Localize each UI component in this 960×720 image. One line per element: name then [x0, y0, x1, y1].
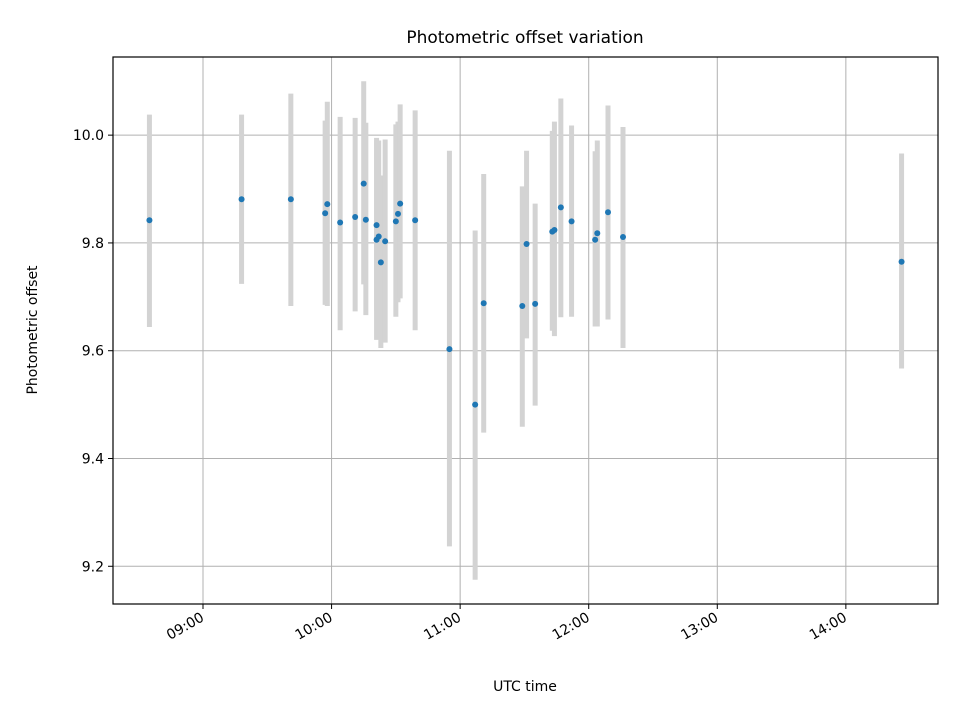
data-point [352, 214, 359, 221]
data-point [360, 180, 367, 187]
y-tick-label: 9.2 [82, 559, 104, 575]
data-point [375, 233, 382, 240]
data-point [337, 219, 344, 226]
x-axis-label: UTC time [493, 679, 557, 695]
data-point [532, 300, 539, 307]
data-point [382, 238, 389, 245]
data-point [568, 218, 575, 225]
data-points [146, 180, 905, 408]
grid [113, 57, 938, 604]
data-point [324, 201, 331, 208]
data-point [412, 217, 419, 224]
y-tick-label: 9.6 [82, 344, 104, 360]
data-point [238, 196, 245, 203]
data-point [519, 302, 526, 309]
data-point [898, 258, 905, 265]
data-point [397, 200, 404, 207]
data-point [287, 196, 294, 203]
data-point [557, 204, 564, 211]
data-point [594, 230, 601, 237]
data-point [373, 222, 380, 229]
data-point [523, 241, 530, 248]
data-point [605, 209, 611, 216]
data-point [395, 210, 401, 217]
data-point [551, 226, 558, 233]
data-point [362, 216, 369, 223]
data-point [377, 259, 384, 266]
y-tick-label: 9.4 [82, 451, 104, 467]
plot-area-frame [112, 56, 939, 605]
data-point [480, 300, 487, 307]
data-point [472, 401, 479, 408]
data-point [446, 346, 453, 353]
data-point [620, 233, 626, 240]
data-point [322, 210, 329, 217]
y-axis-label: Photometric offset [25, 265, 41, 395]
data-point [392, 218, 399, 225]
data-point [592, 236, 599, 243]
y-tick-label: 10.0 [73, 128, 104, 144]
y-tick-label: 9.8 [82, 236, 104, 252]
data-point [146, 217, 153, 224]
chart-title: Photometric offset variation [406, 28, 643, 48]
